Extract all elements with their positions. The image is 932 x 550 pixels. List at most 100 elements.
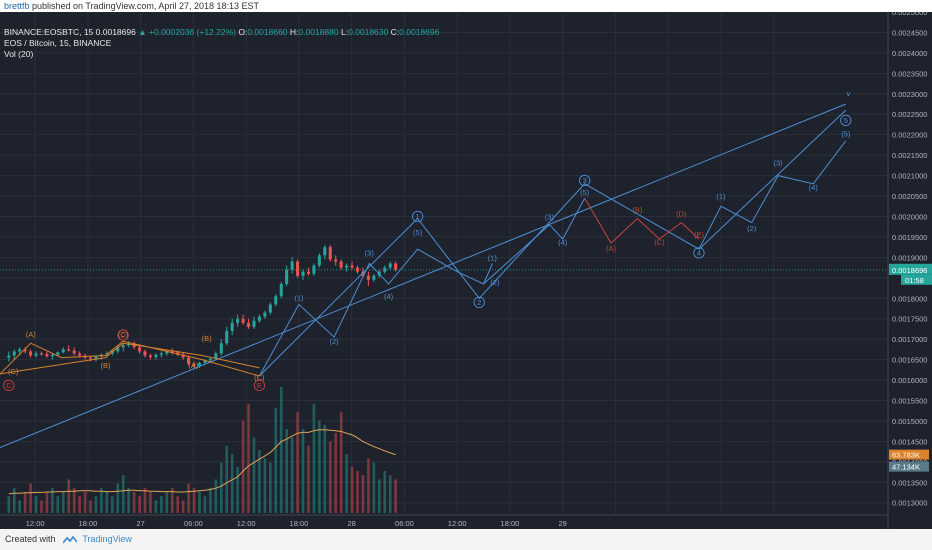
symbol-label: BINANCE:EOSBTC, 15 <box>4 27 94 37</box>
chart-background[interactable] <box>0 12 932 529</box>
last-price: 0.0018696 <box>95 27 136 37</box>
candle-body <box>263 312 267 317</box>
volume-bars <box>7 387 397 513</box>
volume-bar <box>127 487 130 513</box>
high-label: H: <box>289 27 299 37</box>
volume-bar <box>269 462 272 513</box>
candle-body <box>72 350 76 354</box>
blue-label: (1) <box>488 254 498 263</box>
low-label: L: <box>340 27 349 37</box>
low-value: 0.0018630 <box>348 27 389 37</box>
volume-bar <box>45 492 49 513</box>
candle-body <box>225 330 229 344</box>
volume-bar <box>56 496 60 513</box>
orange-label: (C) <box>8 367 19 376</box>
candle-body <box>18 349 22 352</box>
blue-label: (5) <box>841 130 851 139</box>
candle-body <box>192 363 196 366</box>
volume-bar <box>40 500 43 513</box>
volume-bar <box>339 412 343 513</box>
volume-bar <box>132 492 136 513</box>
volume-bar <box>241 420 245 513</box>
red-label: (A) <box>606 244 617 253</box>
price-tick-label: 0.0021500 <box>892 151 927 160</box>
candle-body <box>366 275 370 280</box>
candle-body <box>285 269 289 284</box>
candle-body <box>61 349 65 353</box>
current-price-tag <box>889 263 932 275</box>
price-tick-label: 0.0013000 <box>892 499 927 508</box>
volume-bar <box>247 403 250 513</box>
wave-circle-text: C <box>6 381 12 390</box>
volume-bar <box>258 450 261 513</box>
time-tick-label: 27 <box>137 519 145 528</box>
volume-bar <box>323 424 327 513</box>
volume-title: Vol (20) <box>4 49 34 59</box>
blue-subwave-5 <box>698 140 847 250</box>
time-tick-label: 12:00 <box>448 519 467 528</box>
volume-bar <box>312 403 316 513</box>
volume-bar <box>388 475 392 513</box>
volume-bar <box>94 496 98 513</box>
volume-bar <box>138 496 141 513</box>
blue-label: (3) <box>545 213 555 222</box>
candle-body <box>94 356 98 359</box>
orange-wave-left <box>0 340 260 377</box>
volume-bar <box>296 412 299 513</box>
price-tick-label: 0.0022000 <box>892 131 927 140</box>
price-tick-label: 0.0017000 <box>892 335 927 344</box>
volume-bar <box>7 496 11 513</box>
chart-legend: BINANCE:EOSBTC, 15 0.0018696 ▲ +0.000203… <box>4 27 439 60</box>
candle-body <box>334 259 338 262</box>
price-tick-label: 0.0020500 <box>892 192 927 201</box>
blue-label: (4) <box>384 292 394 301</box>
volume-bar <box>252 437 256 513</box>
volume-bar <box>307 445 310 513</box>
candle-body <box>252 320 256 327</box>
volume-bar <box>236 466 239 513</box>
candle-body <box>165 351 169 354</box>
blue-circled-label: 3 <box>579 174 591 187</box>
author-link[interactable]: brettfb <box>4 1 30 11</box>
blue-circled-label: 2 <box>473 296 485 308</box>
volume-bar <box>203 496 207 513</box>
orange-label: (B) <box>101 361 112 370</box>
candle-body <box>56 352 60 355</box>
red-wave-correction <box>584 197 700 244</box>
volume-bar <box>198 492 201 513</box>
volume-bar <box>219 462 223 513</box>
volume-ma-value: 63.783K <box>892 451 920 460</box>
candle-body <box>345 265 349 268</box>
volume-bar <box>301 429 305 513</box>
candle-body <box>23 349 27 352</box>
volume-bar <box>372 462 376 513</box>
volume-bar <box>29 483 32 513</box>
volume-bar <box>230 454 234 513</box>
wave-circle-text: 2 <box>477 298 481 307</box>
candle-body <box>219 343 223 354</box>
volume-bar <box>116 483 120 513</box>
open-label: O: <box>238 27 248 37</box>
blue-circled-label: 5 <box>840 114 852 127</box>
price-tick-label: 0.0017500 <box>892 315 927 324</box>
candle-body <box>241 318 245 323</box>
candle-body <box>317 255 321 266</box>
volume-bar <box>143 487 147 513</box>
price-chart[interactable]: 0.0025000 0.0024500 0.0024000 0.0023500 0.00… <box>0 12 932 529</box>
up-arrow-icon: ▲ <box>138 27 147 37</box>
price-tick-label: 0.0014500 <box>892 437 927 446</box>
publisher-bar: brettfb published on TradingView.com, Ap… <box>0 0 932 12</box>
candle-body <box>78 353 82 356</box>
volume-bar <box>83 492 87 513</box>
tradingview-brand[interactable]: TradingView <box>82 534 132 544</box>
wave-circle-text: 3 <box>583 176 587 185</box>
candle-body <box>181 354 185 358</box>
orange-label: (B) <box>202 334 213 343</box>
volume-bar <box>89 500 92 513</box>
candle-body <box>121 345 125 348</box>
volume-bar <box>72 487 76 513</box>
volume-bar <box>149 492 152 513</box>
candle-body <box>394 263 398 270</box>
wave-circle <box>693 247 705 259</box>
volume-bar <box>350 466 354 513</box>
